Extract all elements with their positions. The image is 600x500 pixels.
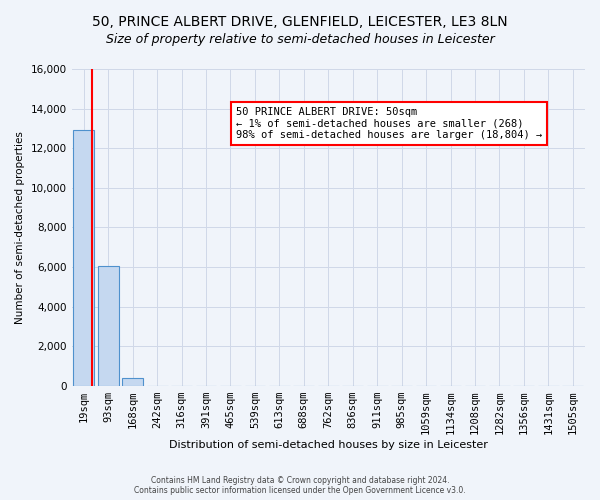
Text: Size of property relative to semi-detached houses in Leicester: Size of property relative to semi-detach… (106, 32, 494, 46)
Y-axis label: Number of semi-detached properties: Number of semi-detached properties (15, 131, 25, 324)
Bar (73, 130, 94, 386)
X-axis label: Distribution of semi-detached houses by size in Leicester: Distribution of semi-detached houses by … (169, 440, 488, 450)
Text: Contains HM Land Registry data © Crown copyright and database right 2024.
Contai: Contains HM Land Registry data © Crown c… (134, 476, 466, 495)
Bar (122, 378, 143, 386)
Text: 50, PRINCE ALBERT DRIVE, GLENFIELD, LEICESTER, LE3 8LN: 50, PRINCE ALBERT DRIVE, GLENFIELD, LEIC… (92, 15, 508, 29)
Text: 50 PRINCE ALBERT DRIVE: 50sqm
← 1% of semi-detached houses are smaller (268)
98%: 50 PRINCE ALBERT DRIVE: 50sqm ← 1% of se… (236, 107, 542, 140)
Bar (98, 266, 119, 386)
